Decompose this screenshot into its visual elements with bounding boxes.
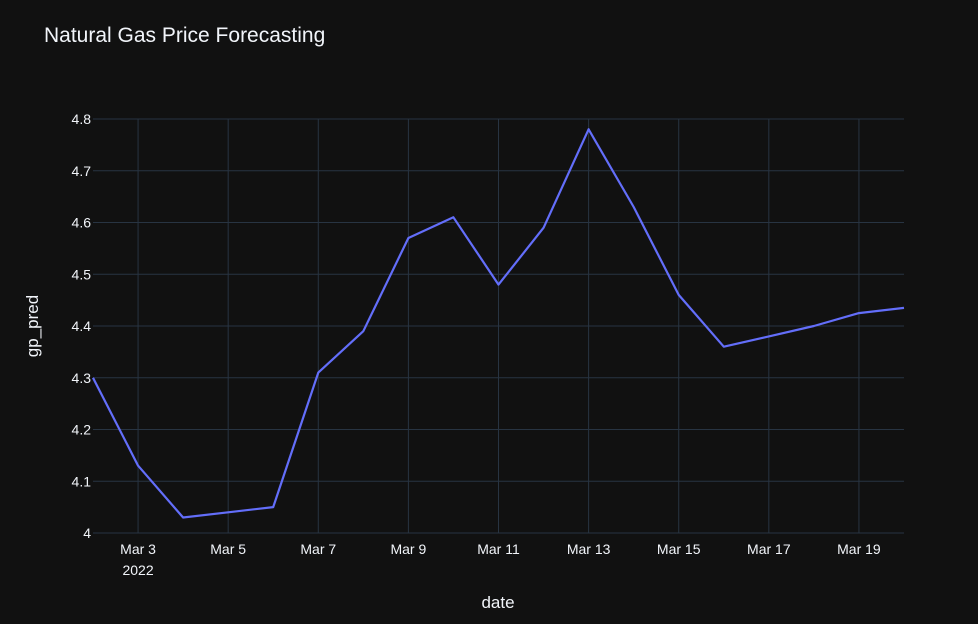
y-axis-title: gp_pred <box>23 295 42 357</box>
y-tick-label: 4.2 <box>72 422 92 438</box>
x-tick-label: Mar 9 <box>390 541 426 557</box>
y-tick-label: 4.5 <box>72 266 92 282</box>
y-tick-label: 4.6 <box>72 215 92 231</box>
series-group <box>92 128 905 519</box>
x-tick-year-label: 2022 <box>122 562 153 578</box>
y-tick-label: 4.8 <box>72 111 92 127</box>
y-tick-label: 4.4 <box>72 318 92 334</box>
series-line <box>92 128 905 519</box>
x-axis-title: date <box>481 593 514 612</box>
y-tick-label: 4.1 <box>72 473 92 489</box>
x-tick-label: Mar 19 <box>837 541 881 557</box>
y-gridlines <box>93 118 904 534</box>
y-tick-labels: 4 4.1 4.2 4.3 4.4 4.5 4.6 4.7 4.8 <box>72 111 92 541</box>
x-tick-labels: Mar 3 2022 Mar 5 Mar 7 Mar 9 Mar 11 Mar 13 Mar … <box>120 541 881 578</box>
x-tick-label: Mar 17 <box>747 541 791 557</box>
x-tick-label: Mar 3 <box>120 541 156 557</box>
x-tick-label: Mar 5 <box>210 541 246 557</box>
x-tick-label: Mar 7 <box>300 541 336 557</box>
chart-title: Natural Gas Price Forecasting <box>44 24 326 47</box>
x-tick-label: Mar 13 <box>567 541 611 557</box>
y-tick-label: 4.7 <box>72 163 92 179</box>
y-tick-label: 4 <box>83 525 91 541</box>
y-tick-label: 4.3 <box>72 370 92 386</box>
x-tick-label: Mar 15 <box>657 541 701 557</box>
x-tick-label: Mar 11 <box>477 541 520 557</box>
